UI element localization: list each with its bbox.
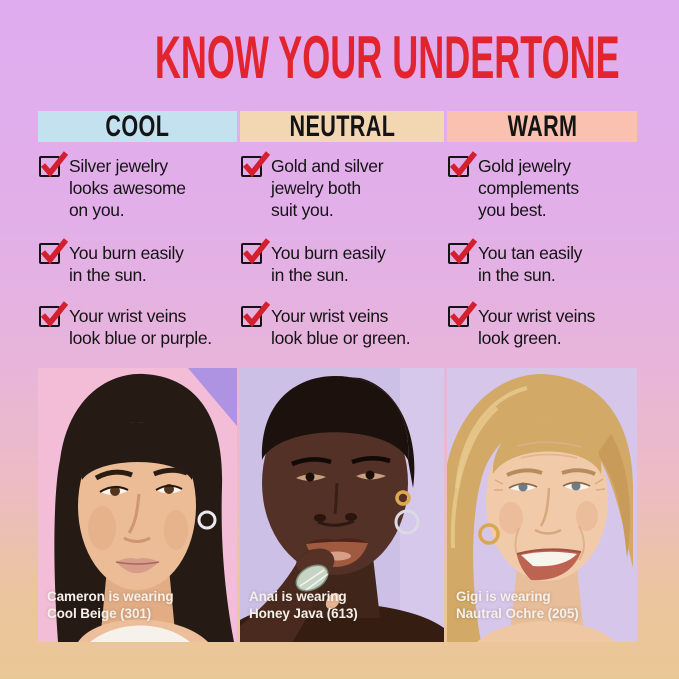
checklist-neutral: Gold and silver jewelry both suit you. Y… <box>240 151 444 368</box>
silver-hoop-earring-icon <box>394 509 420 535</box>
checklist-item: You tan easily in the sun. <box>447 238 637 286</box>
checkbox-checked-icon <box>448 238 478 265</box>
checklist-item: Silver jewelry looks awesome on you. <box>38 151 237 221</box>
caption-line-2: Honey Java (613) <box>249 605 358 621</box>
checkmark-icon <box>40 301 69 328</box>
column-cool: COOL Silver jewelry looks awesome on you… <box>38 109 237 642</box>
checkbox-checked-icon <box>448 301 478 328</box>
checklist-item: Your wrist veins look blue or green. <box>240 301 444 349</box>
checklist-cool: Silver jewelry looks awesome on you. You… <box>38 151 237 368</box>
checklist-item-text: You burn easily in the sun. <box>69 243 184 285</box>
checklist-warm: Gold jewelry complements you best. You t… <box>447 151 637 368</box>
photo-caption: Cameron is wearing Cool Beige (301) <box>47 589 174 622</box>
checkmark-icon <box>40 238 69 265</box>
caption-line-1: Gigi is wearing <box>456 589 551 604</box>
photo-caption: Gigi is wearing Nautral Ochre (205) <box>456 589 579 622</box>
checkbox-checked-icon <box>241 151 271 178</box>
gold-hoop-earring-icon <box>395 490 411 506</box>
checklist-item: Gold jewelry complements you best. <box>447 151 637 221</box>
model-photo-warm: Gigi is wearing Nautral Ochre (205) <box>447 368 637 642</box>
page-title: KNOW YOUR UNDERTONE <box>154 24 620 91</box>
caption-line-2: Nautral Ochre (205) <box>456 605 579 621</box>
checkmark-icon <box>449 151 478 178</box>
checkmark-icon <box>242 238 271 265</box>
column-header-label: NEUTRAL <box>289 109 395 143</box>
checklist-item-text: You tan easily in the sun. <box>478 243 583 285</box>
caption-line-2: Cool Beige (301) <box>47 605 152 621</box>
checklist-item: You burn easily in the sun. <box>38 238 237 286</box>
checklist-item: Gold and silver jewelry both suit you. <box>240 151 444 221</box>
checkbox-checked-icon <box>241 301 271 328</box>
checklist-item: Your wrist veins look green. <box>447 301 637 349</box>
anai-portrait-image <box>240 368 444 642</box>
checkbox-checked-icon <box>39 238 69 265</box>
photo-caption: Anai is wearing Honey Java (613) <box>249 589 358 622</box>
cameron-portrait-image <box>38 368 237 642</box>
checklist-item-text: You burn easily in the sun. <box>271 243 386 285</box>
column-header-warm: WARM <box>447 109 637 143</box>
checkbox-checked-icon <box>241 238 271 265</box>
gold-hoop-earring-icon <box>478 523 500 545</box>
column-header-label: WARM <box>507 109 577 143</box>
gigi-portrait-image <box>447 368 637 642</box>
checkbox-checked-icon <box>39 151 69 178</box>
model-photo-neutral: Anai is wearing Honey Java (613) <box>240 368 444 642</box>
checklist-item: Your wrist veins look blue or purple. <box>38 301 237 349</box>
checklist-item-text: Gold and silver jewelry both suit you. <box>271 156 384 220</box>
column-header-cool: COOL <box>38 109 237 143</box>
checkbox-checked-icon <box>39 301 69 328</box>
checklist-item-text: Silver jewelry looks awesome on you. <box>69 156 186 220</box>
checklist-item-text: Your wrist veins look green. <box>478 306 596 348</box>
checkmark-icon <box>242 151 271 178</box>
column-neutral: NEUTRAL Gold and silver jewelry both sui… <box>240 109 444 642</box>
checkmark-icon <box>449 238 478 265</box>
column-header-neutral: NEUTRAL <box>240 109 444 143</box>
silver-hoop-earring-icon <box>197 510 217 530</box>
checkmark-icon <box>449 301 478 328</box>
column-header-label: COOL <box>105 109 170 143</box>
checkmark-icon <box>40 151 69 178</box>
checkmark-icon <box>242 301 271 328</box>
checklist-item: You burn easily in the sun. <box>240 238 444 286</box>
undertone-columns: COOL Silver jewelry looks awesome on you… <box>38 109 637 642</box>
caption-line-1: Anai is wearing <box>249 589 347 604</box>
caption-line-1: Cameron is wearing <box>47 589 174 604</box>
checkbox-checked-icon <box>448 151 478 178</box>
column-warm: WARM Gold jewelry complements you best. … <box>447 109 637 642</box>
checklist-item-text: Your wrist veins look blue or purple. <box>69 306 212 348</box>
checklist-item-text: Gold jewelry complements you best. <box>478 156 579 220</box>
model-photo-cool: Cameron is wearing Cool Beige (301) <box>38 368 237 642</box>
checklist-item-text: Your wrist veins look blue or green. <box>271 306 411 348</box>
